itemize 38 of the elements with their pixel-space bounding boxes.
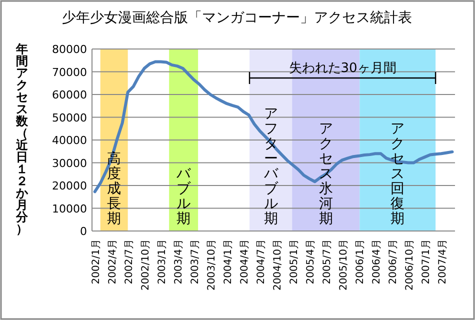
x-tick-label: 2007/4月 xyxy=(437,239,448,284)
x-tick-label: 2003/7月 xyxy=(190,239,201,284)
x-tick-label: 2002/1月 xyxy=(90,239,102,284)
x-tick-label: 2002/4月 xyxy=(107,239,118,284)
annotation: 失われた30ヶ月間 xyxy=(288,61,396,76)
y-tick-label: 0 xyxy=(80,225,87,238)
x-tick-label: 2004/4月 xyxy=(239,239,250,284)
band-label: アクセス氷河期 xyxy=(318,121,333,227)
chart-title: 少年少女漫画総合版「マンガコーナー」アクセス統計表 xyxy=(62,10,412,26)
y-tick-label: 40000 xyxy=(52,134,87,147)
x-tick-label: 2005/7月 xyxy=(322,239,333,284)
band-label: バブル期 xyxy=(176,166,192,227)
x-tick-label: 2003/4月 xyxy=(173,239,184,284)
x-tick-label: 2003/1月 xyxy=(156,239,168,284)
x-tick-label: 2004/10月 xyxy=(272,239,284,291)
x-tick-label: 2005/1月 xyxy=(288,239,300,284)
x-tick-label: 2002/7月 xyxy=(124,239,135,284)
x-tick-label: 2005/4月 xyxy=(305,239,316,284)
x-tick-label: 2004/1月 xyxy=(222,239,234,284)
y-tick-label: 10000 xyxy=(52,202,87,216)
y-tick-label: 80000 xyxy=(52,43,87,56)
x-tick-label: 2003/10月 xyxy=(206,239,218,291)
x-tick-label: 2005/10月 xyxy=(338,239,350,291)
band-label: アクセス回復期 xyxy=(390,121,405,227)
x-tick-label: 2006/7月 xyxy=(388,239,399,284)
y-tick-label: 70000 xyxy=(52,66,87,79)
line-series xyxy=(93,60,454,194)
y-tick-label: 30000 xyxy=(52,156,87,170)
x-tick-label: 2002/10月 xyxy=(140,239,152,291)
y-tick-label: 60000 xyxy=(52,88,87,102)
x-tick-label: 2006/1月 xyxy=(354,239,366,284)
x-tick-label: 2004/7月 xyxy=(256,239,267,284)
x-tick-label: 2007/1月 xyxy=(420,239,432,284)
y-tick-label: 20000 xyxy=(52,180,87,192)
x-tick-label: 2006/4月 xyxy=(371,239,382,284)
x-tick-label: 2006/10月 xyxy=(404,239,416,291)
text: 年間アクセス数（近日１２か月分） xyxy=(16,42,28,236)
y-tick-label: 50000 xyxy=(52,111,87,124)
